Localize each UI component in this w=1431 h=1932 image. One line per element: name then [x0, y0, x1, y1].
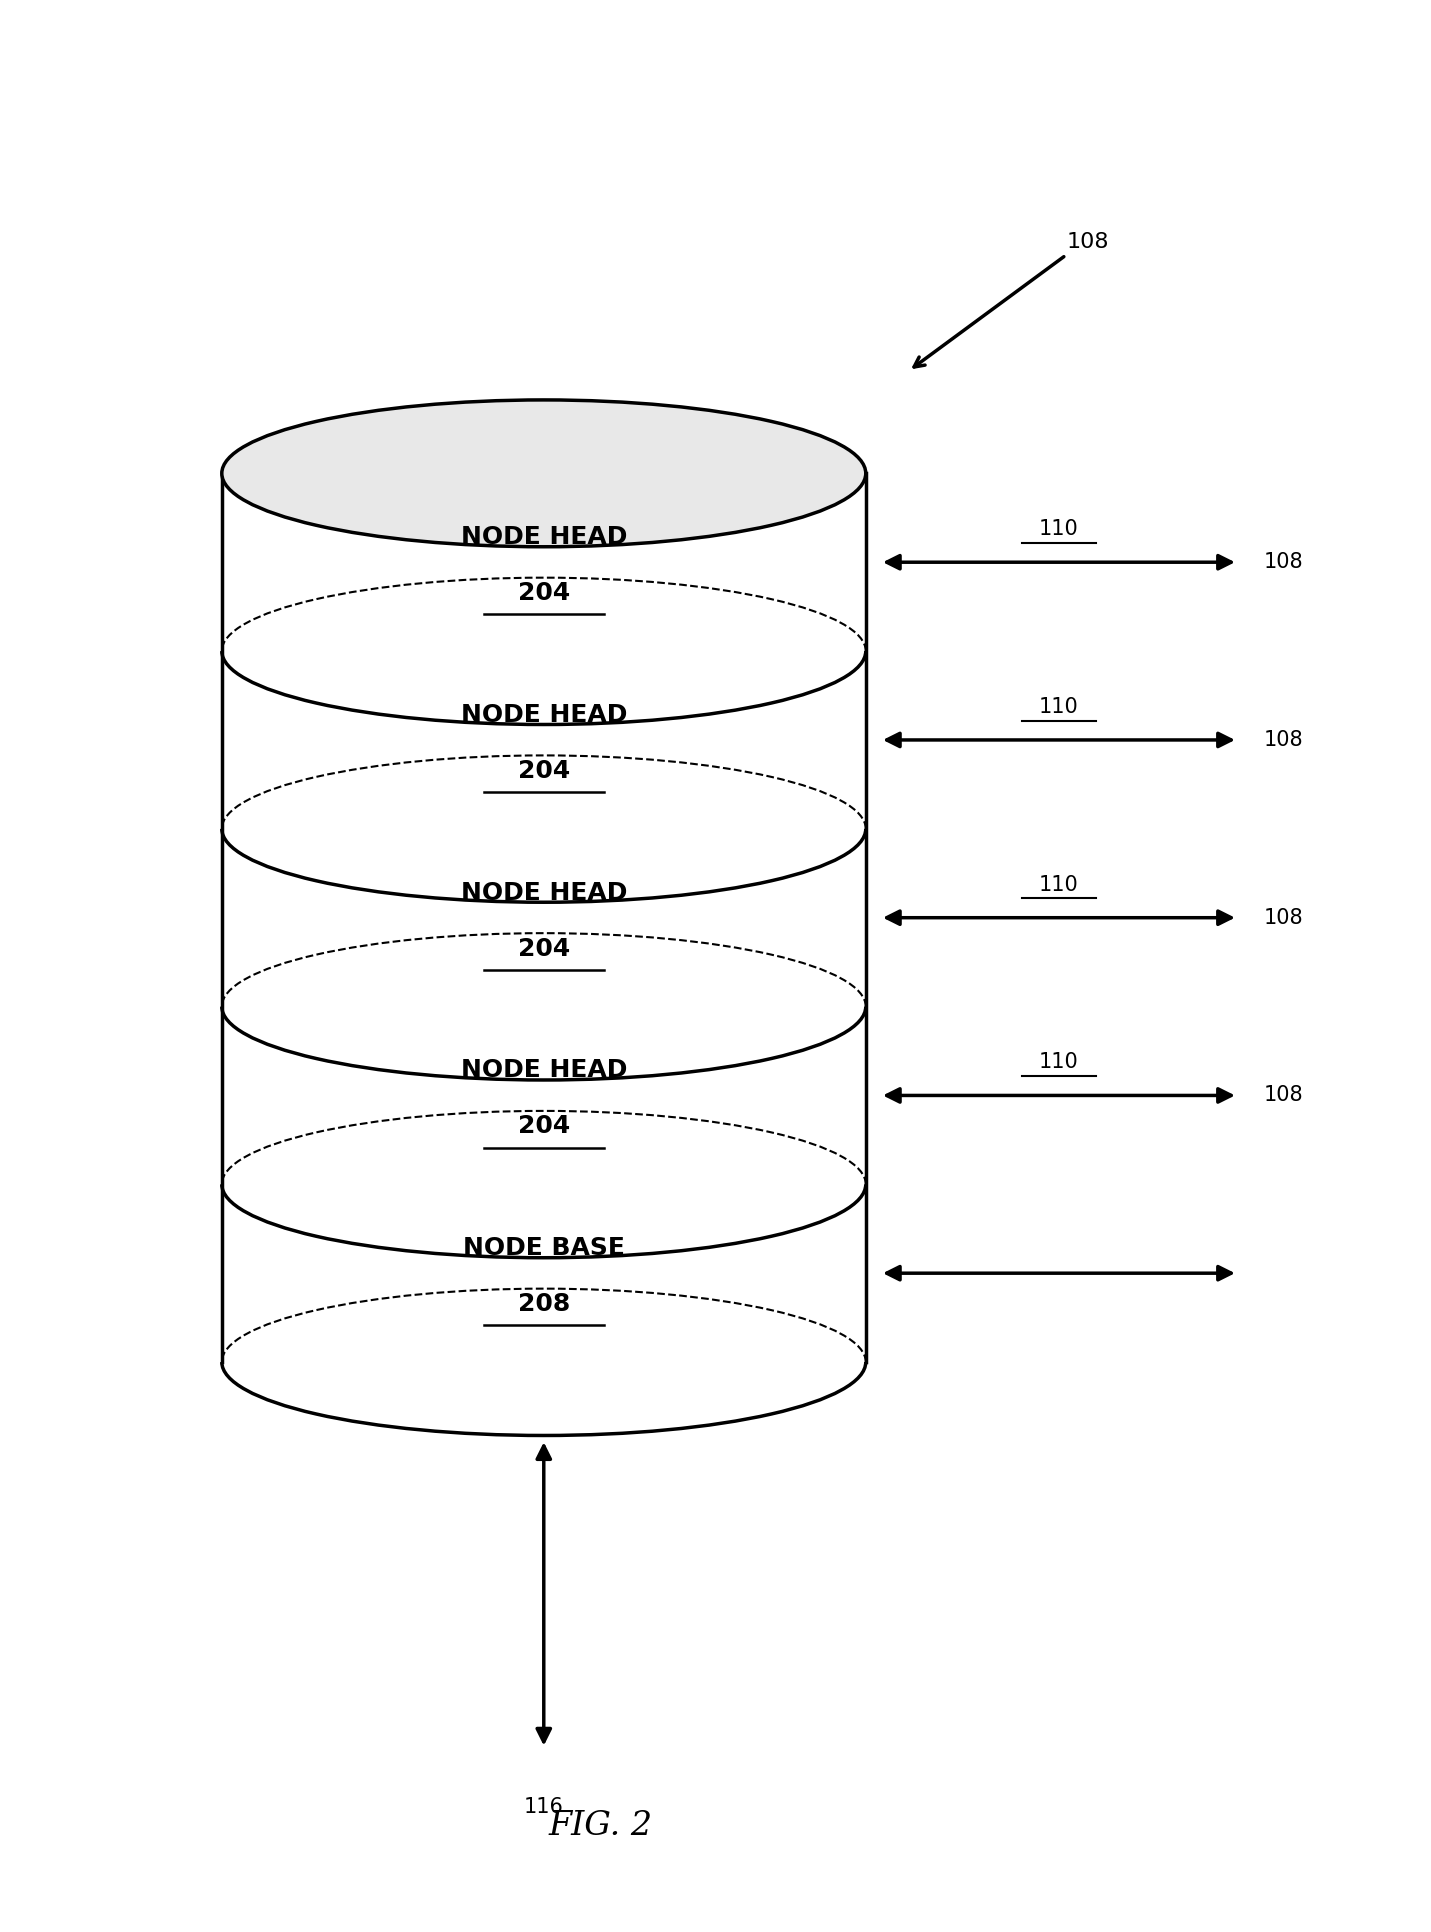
Text: 208: 208 — [518, 1293, 570, 1316]
Text: 110: 110 — [1039, 875, 1079, 895]
Ellipse shape — [222, 400, 866, 547]
Text: 204: 204 — [518, 759, 570, 782]
FancyArrowPatch shape — [887, 734, 1231, 746]
Text: 110: 110 — [1039, 1053, 1079, 1072]
Text: 110: 110 — [1039, 520, 1079, 539]
FancyArrowPatch shape — [887, 1267, 1231, 1279]
Text: NODE HEAD: NODE HEAD — [461, 526, 627, 549]
FancyArrowPatch shape — [887, 1090, 1231, 1101]
Polygon shape — [222, 473, 866, 1362]
Text: 116: 116 — [524, 1797, 564, 1816]
Text: 204: 204 — [518, 582, 570, 605]
Text: 108: 108 — [1066, 232, 1109, 251]
FancyArrowPatch shape — [537, 1445, 551, 1743]
Text: 204: 204 — [518, 937, 570, 960]
Text: NODE HEAD: NODE HEAD — [461, 1059, 627, 1082]
FancyArrowPatch shape — [887, 556, 1231, 568]
Text: NODE HEAD: NODE HEAD — [461, 703, 627, 726]
Text: 108: 108 — [1264, 553, 1304, 572]
Text: 110: 110 — [1039, 697, 1079, 717]
FancyArrowPatch shape — [887, 912, 1231, 923]
Text: NODE HEAD: NODE HEAD — [461, 881, 627, 904]
Text: 108: 108 — [1264, 908, 1304, 927]
Text: NODE BASE: NODE BASE — [462, 1236, 625, 1260]
Text: FIG. 2: FIG. 2 — [550, 1810, 653, 1841]
Text: 204: 204 — [518, 1115, 570, 1138]
Text: 108: 108 — [1264, 730, 1304, 750]
Text: 108: 108 — [1264, 1086, 1304, 1105]
